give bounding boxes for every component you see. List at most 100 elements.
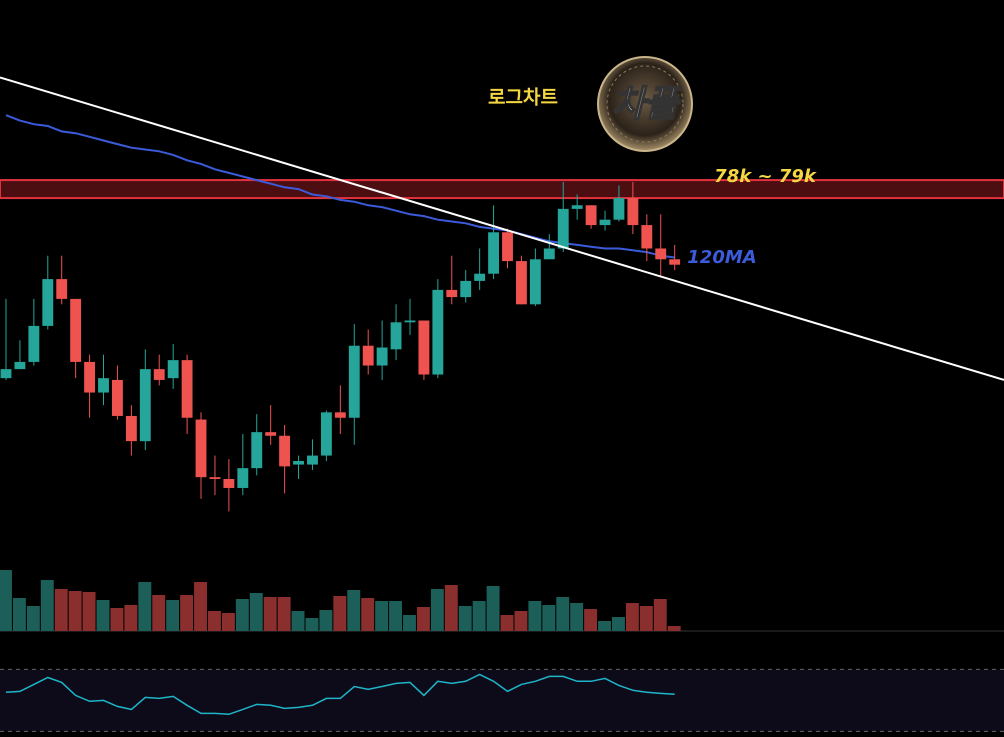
candle-body <box>571 205 583 209</box>
volume-bar <box>26 606 40 631</box>
zone-label: 78k ~ 79k <box>714 166 817 187</box>
candle-body <box>14 361 26 370</box>
volume-bar <box>277 597 291 631</box>
volume-bar <box>0 570 12 631</box>
candle-body <box>376 347 388 366</box>
candle-body <box>265 432 277 436</box>
volume-bar <box>152 595 166 631</box>
logo-ring <box>606 65 684 143</box>
volume-bar <box>598 621 611 631</box>
candle-body <box>460 280 472 298</box>
candle-body <box>112 379 123 416</box>
candle-body <box>516 261 527 305</box>
volume-bar <box>291 611 305 631</box>
candle-body <box>669 259 681 265</box>
candle-body <box>474 273 486 281</box>
volume-bar <box>110 608 124 631</box>
candle-body <box>390 322 402 350</box>
volume-bar <box>514 611 528 631</box>
volume-bar <box>625 603 639 631</box>
volume-bar <box>570 603 584 631</box>
candle-body <box>237 468 249 488</box>
candle-body <box>502 232 513 262</box>
volume-bar <box>166 600 180 631</box>
candle-body <box>181 360 193 418</box>
candle-body <box>543 248 555 260</box>
volume-bar <box>96 600 110 631</box>
logo-text: 차플 <box>612 84 682 125</box>
volume-bar <box>430 589 444 631</box>
volume-bar <box>319 610 333 631</box>
volume-bar <box>444 585 458 631</box>
candle-body <box>362 345 374 366</box>
candle-body <box>557 208 569 249</box>
volume-bar <box>639 606 653 631</box>
volume-bar <box>486 586 500 631</box>
volume-bar <box>361 598 375 631</box>
candle-body <box>404 320 416 323</box>
volume-bar <box>375 601 389 631</box>
ma-label: 120MA <box>687 247 756 268</box>
volume-bar <box>667 626 681 631</box>
volume-bar <box>235 599 249 631</box>
candle-body <box>42 279 54 326</box>
volume-bar <box>347 590 361 631</box>
candle-body <box>348 345 360 418</box>
candle-body <box>0 369 12 379</box>
volume-bar <box>403 615 416 631</box>
candle-body <box>251 432 263 469</box>
volume-bar <box>584 609 598 631</box>
volume-bar <box>194 582 207 631</box>
candle-body <box>334 412 346 418</box>
candle-body <box>307 455 318 465</box>
volume-bar <box>500 615 514 631</box>
volume-bar <box>611 617 625 631</box>
volume-bar <box>333 596 347 631</box>
volume-bar <box>263 597 277 631</box>
rsi-line <box>5 673 675 716</box>
volume-bar <box>458 606 472 631</box>
candle-body <box>28 325 40 362</box>
candle-body <box>279 435 291 467</box>
candle-body <box>56 279 68 299</box>
candle-body <box>125 415 137 442</box>
volume-bar <box>542 605 556 631</box>
candle-body <box>585 205 597 226</box>
candle-body <box>320 412 332 456</box>
candle-body <box>209 477 221 479</box>
candle-body <box>84 361 96 393</box>
volume-bar <box>124 605 138 631</box>
candle-body <box>613 198 625 220</box>
candle-body <box>195 419 207 478</box>
volume-bar <box>653 599 667 631</box>
logo: 차플 <box>597 56 693 152</box>
volume-bar <box>54 589 68 631</box>
volume-bar <box>389 601 403 631</box>
volume-bar <box>12 598 26 631</box>
candle-body <box>599 219 611 226</box>
volume-bar <box>221 613 235 631</box>
candle-body <box>293 460 304 465</box>
candle-body <box>167 360 179 379</box>
volume-bar <box>207 611 221 631</box>
volume-bar <box>305 618 319 631</box>
rsi-band-fill <box>0 669 1004 732</box>
candle-body <box>446 289 458 298</box>
trendline <box>0 76 1004 381</box>
volume-bar <box>68 591 82 631</box>
candle-body <box>153 369 165 380</box>
volume-bar <box>249 593 263 631</box>
volume-bar <box>528 601 542 631</box>
candle-body <box>139 369 151 442</box>
candle-body <box>418 320 430 375</box>
candle-body <box>70 298 82 362</box>
volume-bar <box>82 592 96 631</box>
candle-body <box>432 289 444 375</box>
candle-body <box>488 232 500 274</box>
logo-badge <box>597 56 693 152</box>
volume-bar <box>556 597 570 631</box>
candle-body <box>655 248 667 260</box>
volume-bar <box>138 582 152 631</box>
price-zone <box>0 179 1004 200</box>
